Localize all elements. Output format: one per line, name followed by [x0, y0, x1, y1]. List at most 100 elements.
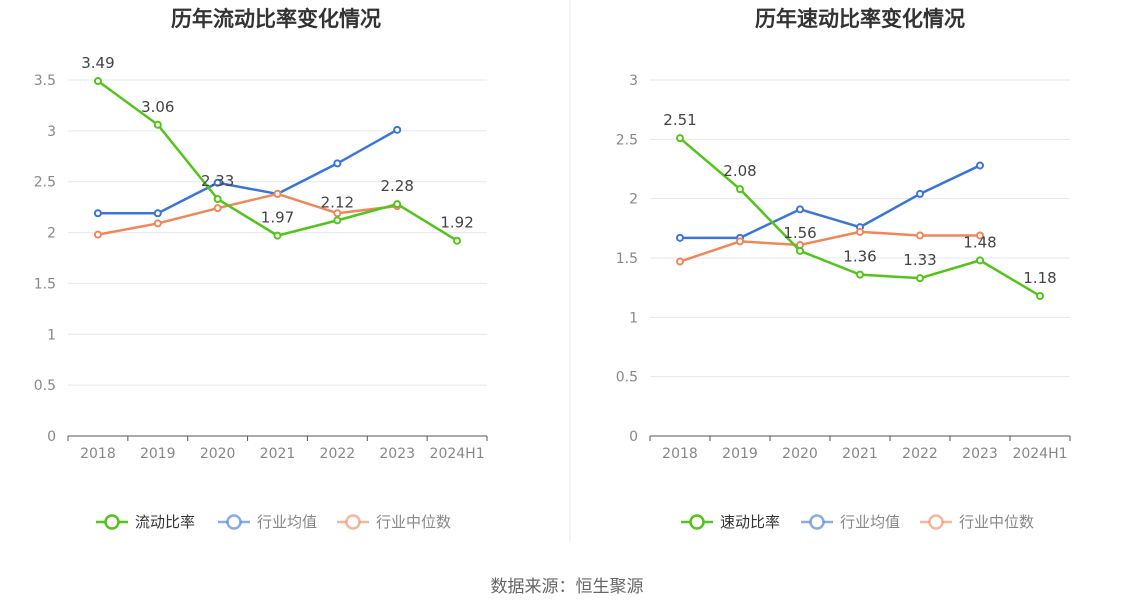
- data-point: [93, 77, 102, 86]
- y-tick-label: 2: [47, 226, 56, 242]
- x-tick-label: 2021: [260, 446, 296, 462]
- y-tick-label: 0.5: [34, 378, 56, 394]
- legend-label: 行业中位数: [959, 513, 1034, 531]
- legend-label: 流动比率: [135, 513, 195, 531]
- data-label: 1.56: [783, 224, 816, 242]
- legend-marker: [104, 514, 120, 530]
- data-label: 1.36: [843, 248, 876, 266]
- data-label: 1.18: [1023, 269, 1056, 287]
- data-label: 2.33: [201, 172, 234, 190]
- x-tick-label: 2018: [80, 446, 116, 462]
- legend-label: 行业均值: [840, 513, 900, 531]
- legend-marker: [809, 514, 825, 530]
- legend-marker: [689, 514, 705, 530]
- data-label: 3.49: [81, 54, 114, 72]
- data-point: [213, 204, 222, 213]
- x-tick-label: 2023: [379, 446, 415, 462]
- y-tick-label: 3: [629, 73, 638, 89]
- x-tick-label: 2020: [782, 446, 818, 462]
- data-point: [273, 189, 282, 198]
- y-tick-label: 0: [629, 429, 638, 445]
- y-tick-label: 1.5: [34, 276, 56, 292]
- data-label: 1.97: [261, 209, 294, 227]
- legend-item: 流动比率: [96, 513, 195, 531]
- data-source-note: 数据来源：恒生聚源: [491, 577, 644, 597]
- legend-item: 速动比率: [681, 513, 780, 531]
- data-label: 2.51: [663, 111, 696, 129]
- x-tick-label: 2019: [722, 446, 758, 462]
- data-point: [153, 209, 162, 218]
- legend-item: 行业中位数: [920, 513, 1034, 531]
- x-tick-label: 2021: [842, 446, 878, 462]
- y-tick-label: 3.5: [34, 73, 56, 89]
- data-point: [333, 159, 342, 168]
- data-point: [976, 231, 984, 240]
- y-tick-label: 2.5: [34, 175, 56, 191]
- x-tick-label: 2023: [962, 446, 998, 462]
- legend-label: 行业均值: [257, 513, 317, 531]
- data-point: [916, 274, 924, 283]
- data-point: [393, 125, 402, 134]
- data-label: 2.08: [723, 162, 756, 180]
- data-point: [736, 237, 744, 246]
- data-label: 1.33: [903, 251, 936, 269]
- x-tick-label: 2022: [320, 446, 356, 462]
- legend-label: 行业中位数: [376, 513, 451, 531]
- y-tick-label: 0.5: [616, 370, 638, 386]
- data-point: [93, 230, 102, 239]
- legend-label: 速动比率: [720, 513, 780, 531]
- data-point: [736, 185, 744, 194]
- x-tick-label: 2024H1: [1012, 446, 1067, 462]
- data-point: [916, 189, 924, 198]
- data-point: [856, 270, 864, 279]
- series-line: [680, 164, 981, 240]
- x-tick-label: 2019: [140, 446, 176, 462]
- y-tick-label: 3: [47, 124, 56, 140]
- data-point: [393, 200, 402, 209]
- data-point: [796, 205, 804, 214]
- y-tick-label: 1.5: [616, 251, 638, 267]
- data-point: [213, 195, 222, 204]
- data-point: [333, 209, 342, 218]
- current-ratio-chart: 历年流动比率变化情况 0 0.5 1 1.5 2 2.5 3 3.5 2018 2019 2020 20…: [34, 7, 488, 531]
- data-point: [93, 209, 102, 218]
- data-label: 2.28: [381, 177, 414, 195]
- data-point: [213, 178, 222, 187]
- legend-item: 行业均值: [218, 513, 317, 531]
- series-line: [97, 128, 398, 215]
- series-line: [679, 230, 980, 263]
- data-point: [976, 161, 984, 170]
- data-point: [856, 227, 864, 236]
- chart-title: 历年流动比率变化情况: [171, 7, 381, 31]
- data-point: [153, 219, 162, 228]
- x-tick-label: 2018: [662, 446, 698, 462]
- data-label: 3.06: [141, 98, 174, 116]
- y-tick-label: 2.5: [616, 132, 638, 148]
- x-tick-label: 2022: [902, 446, 938, 462]
- series-line: [97, 192, 398, 236]
- data-point: [796, 246, 804, 255]
- legend-marker: [226, 514, 242, 530]
- legend-item: 行业中位数: [337, 513, 451, 531]
- data-point: [916, 231, 924, 240]
- x-tick-label: 2020: [200, 446, 236, 462]
- x-tick-label: 2024H1: [430, 446, 485, 462]
- data-label: 2.12: [321, 193, 354, 211]
- y-tick-label: 0: [47, 429, 56, 445]
- chart-title: 历年速动比率变化情况: [755, 7, 965, 31]
- data-label: 1.92: [440, 214, 473, 232]
- legend-marker: [928, 514, 944, 530]
- y-tick-label: 1: [629, 310, 638, 326]
- legend-marker: [345, 514, 361, 530]
- data-point: [676, 134, 684, 143]
- legend-item: 行业均值: [801, 513, 900, 531]
- y-tick-label: 1: [47, 327, 56, 343]
- data-point: [153, 120, 162, 129]
- data-point: [453, 236, 462, 245]
- quick-ratio-chart: 历年速动比率变化情况 0 0.5 1 1.5 2 2.5 3 2018 2019 2020 2021 2…: [616, 7, 1071, 531]
- data-point: [333, 216, 342, 225]
- data-point: [976, 256, 984, 265]
- y-tick-label: 2: [629, 192, 638, 208]
- data-point: [273, 231, 282, 240]
